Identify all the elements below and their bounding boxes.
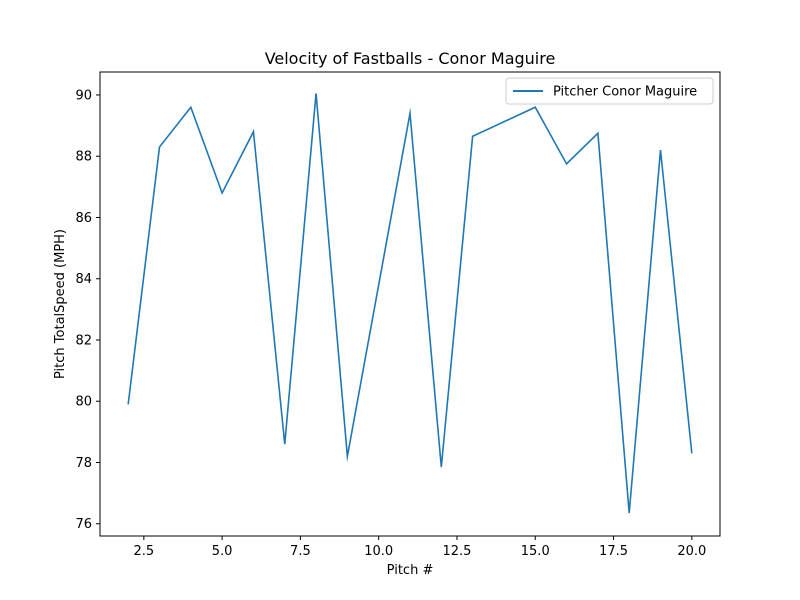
x-tick-label: 7.5 (290, 544, 311, 559)
x-axis-title: Pitch # (387, 563, 434, 578)
y-tick-label: 88 (75, 150, 92, 165)
chart-title: Velocity of Fastballs - Conor Maguire (265, 49, 556, 68)
x-tick-label: 17.5 (599, 544, 628, 559)
x-tick-label: 12.5 (442, 544, 471, 559)
x-tick-label: 10.0 (364, 544, 393, 559)
legend-entry-label: Pitcher Conor Maguire (553, 85, 697, 100)
y-axis-title: Pitch TotalSpeed (MPH) (53, 229, 68, 379)
x-tick-label: 20.0 (677, 544, 706, 559)
y-axis: 76 78 80 82 84 86 88 90 (75, 88, 100, 532)
y-tick-label: 82 (75, 333, 92, 348)
x-tick-label: 5.0 (212, 544, 233, 559)
x-axis: 2.5 5.0 7.5 10.0 12.5 15.0 17.5 20.0 (133, 536, 706, 559)
y-tick-label: 80 (75, 395, 92, 410)
plot-area (127, 93, 693, 514)
plot-frame (99, 71, 721, 537)
x-tick-label: 15.0 (521, 544, 550, 559)
y-tick-label: 86 (75, 211, 92, 226)
y-tick-label: 84 (75, 272, 92, 287)
y-tick-label: 78 (75, 456, 92, 471)
x-tick-label: 2.5 (133, 544, 154, 559)
y-tick-label: 90 (75, 88, 92, 103)
legend: Pitcher Conor Maguire (505, 77, 714, 105)
series-line-0 (127, 93, 693, 514)
y-tick-label: 76 (75, 517, 92, 532)
legend-box (505, 77, 714, 105)
